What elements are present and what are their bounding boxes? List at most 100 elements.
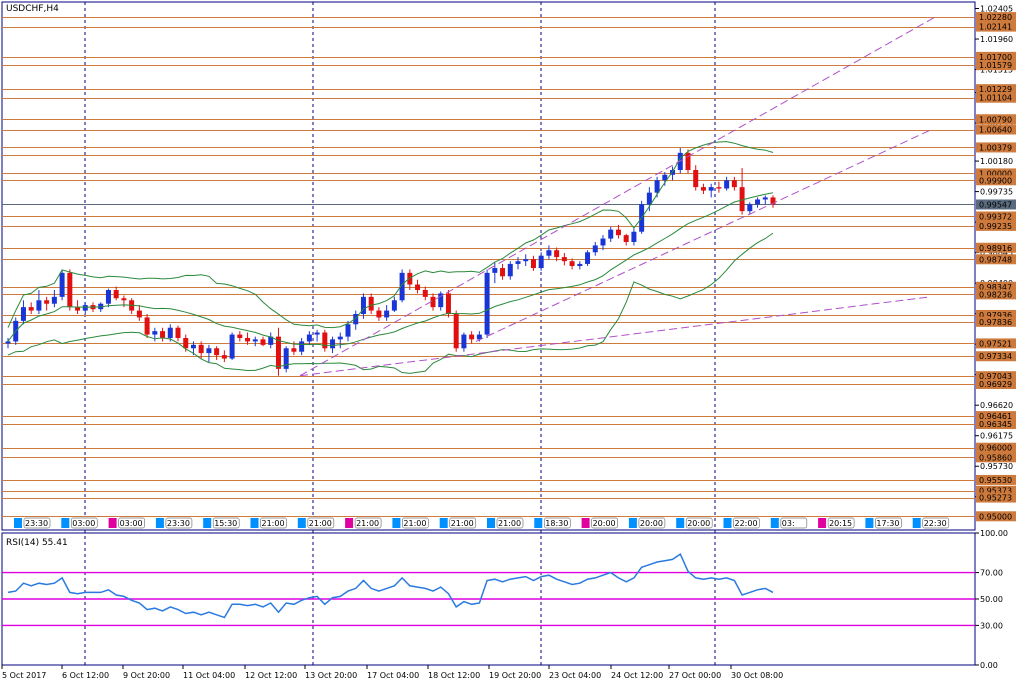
- candle-bull: [507, 263, 513, 277]
- session-label: 23:30: [167, 519, 190, 528]
- price-level-tag-label: 0.96929: [979, 380, 1012, 389]
- price-level-tag-label: 0.96000: [979, 444, 1012, 453]
- candle-bull: [20, 307, 26, 321]
- price-level-tag: [976, 442, 1016, 453]
- price-level-tag: [976, 492, 1016, 503]
- price-level-tag: [976, 289, 1016, 300]
- candle-bear: [183, 338, 189, 349]
- candle-bull: [5, 341, 11, 344]
- session-labels: 23:30 03:00 03:00 23:30 15:30 21:00 21:00 21:00…: [14, 517, 950, 529]
- rsi-line: [7, 552, 774, 619]
- candle-bull: [152, 331, 158, 335]
- candle-bull: [461, 334, 467, 349]
- candle-bear: [291, 348, 297, 352]
- price-level-tag-label: 0.95273: [979, 494, 1012, 503]
- candle-bull: [438, 293, 444, 308]
- candle-bear: [716, 187, 722, 189]
- price-level-tag-label: 1.00000: [979, 169, 1012, 178]
- time-tick-label: 24 Oct 12:00: [611, 671, 663, 680]
- candle-bull: [662, 174, 668, 181]
- candle-bull: [314, 332, 320, 335]
- candle-bull: [345, 324, 351, 337]
- candle-bull: [190, 344, 196, 349]
- time-tick-label: 27 Oct 00:00: [669, 671, 721, 680]
- session-marker: [14, 518, 22, 528]
- session-label: 15:30: [214, 519, 237, 528]
- session-marker: [297, 518, 306, 528]
- current-price-tag: [976, 199, 1016, 210]
- price-level-tag-label: 0.99235: [979, 222, 1012, 231]
- price-level-tag: [976, 114, 1016, 125]
- session-marker: [203, 518, 212, 528]
- candle-bull: [724, 180, 730, 189]
- session-marker: [723, 518, 732, 528]
- session-box: [118, 517, 145, 529]
- session-box: [70, 517, 98, 529]
- session-box: [875, 517, 902, 529]
- rsi-tick-label: 100.00: [980, 529, 1008, 538]
- session-marker: [155, 518, 164, 528]
- price-level-tag: [976, 452, 1016, 463]
- price-level-tag-label: 1.00379: [979, 143, 1012, 152]
- session-marker: [392, 518, 401, 528]
- candle-bull: [646, 192, 652, 205]
- candle-bull: [391, 300, 397, 311]
- candle-bull: [229, 334, 235, 359]
- current-price-label: 0.99547: [979, 200, 1012, 209]
- price-level-tag-label: 1.01579: [979, 61, 1012, 70]
- candle-bear: [221, 355, 227, 359]
- price-level-tag-label: 1.00640: [979, 126, 1012, 135]
- main-panel-frame: [1, 1, 976, 531]
- candle-bear: [415, 284, 421, 290]
- session-box: [496, 517, 524, 529]
- candle-bull: [306, 334, 312, 342]
- candle-bull: [36, 300, 42, 311]
- rsi-tick-label: 0.00: [980, 661, 998, 670]
- price-level-tag: [976, 12, 1016, 23]
- session-label: 20:00: [687, 519, 710, 528]
- trend-channel-line: [299, 296, 931, 377]
- rsi-tick-label: 50.00: [980, 595, 1003, 604]
- session-marker: [628, 518, 637, 528]
- candle-bear: [121, 298, 127, 301]
- candle-bear: [144, 317, 150, 335]
- candle-bear: [561, 257, 567, 262]
- session-label: 21:00: [262, 519, 285, 528]
- session-marker: [487, 518, 495, 528]
- price-level-tag-label: 0.98748: [979, 255, 1012, 264]
- session-box: [780, 517, 808, 529]
- session-marker: [61, 518, 70, 528]
- candle-bear: [693, 170, 699, 188]
- price-level-tag: [976, 411, 1016, 422]
- candle-bull: [600, 238, 606, 246]
- price-level-tag: [976, 511, 1016, 522]
- session-marker: [818, 518, 827, 528]
- candle-bear: [75, 307, 81, 311]
- candle-bear: [569, 261, 575, 266]
- candle-bull: [538, 255, 544, 269]
- candle-bear: [615, 229, 621, 236]
- price-level-tag-label: 1.00790: [979, 115, 1012, 124]
- price-level-tag: [976, 474, 1016, 485]
- candle-bull: [283, 348, 289, 369]
- candle-bull: [252, 339, 258, 342]
- candle-bull: [167, 327, 173, 338]
- candle-bull: [206, 348, 212, 354]
- time-tick-label: 5 Oct 2017: [2, 671, 46, 680]
- candle-bear: [368, 296, 374, 311]
- session-marker: [345, 518, 354, 528]
- session-label: 21:00: [451, 519, 474, 528]
- session-label: 23:30: [25, 519, 48, 528]
- session-marker: [865, 518, 874, 528]
- session-label: 17:30: [876, 519, 899, 528]
- price-level-tag: [976, 316, 1016, 327]
- price-level-tag: [976, 220, 1016, 231]
- candle-bull: [384, 310, 390, 318]
- price-level-tag: [976, 309, 1016, 320]
- candle-bear: [67, 272, 73, 308]
- bollinger-lower: [7, 232, 774, 374]
- trend-channel-line: [299, 16, 936, 377]
- time-tick-label: 13 Oct 20:00: [305, 671, 357, 680]
